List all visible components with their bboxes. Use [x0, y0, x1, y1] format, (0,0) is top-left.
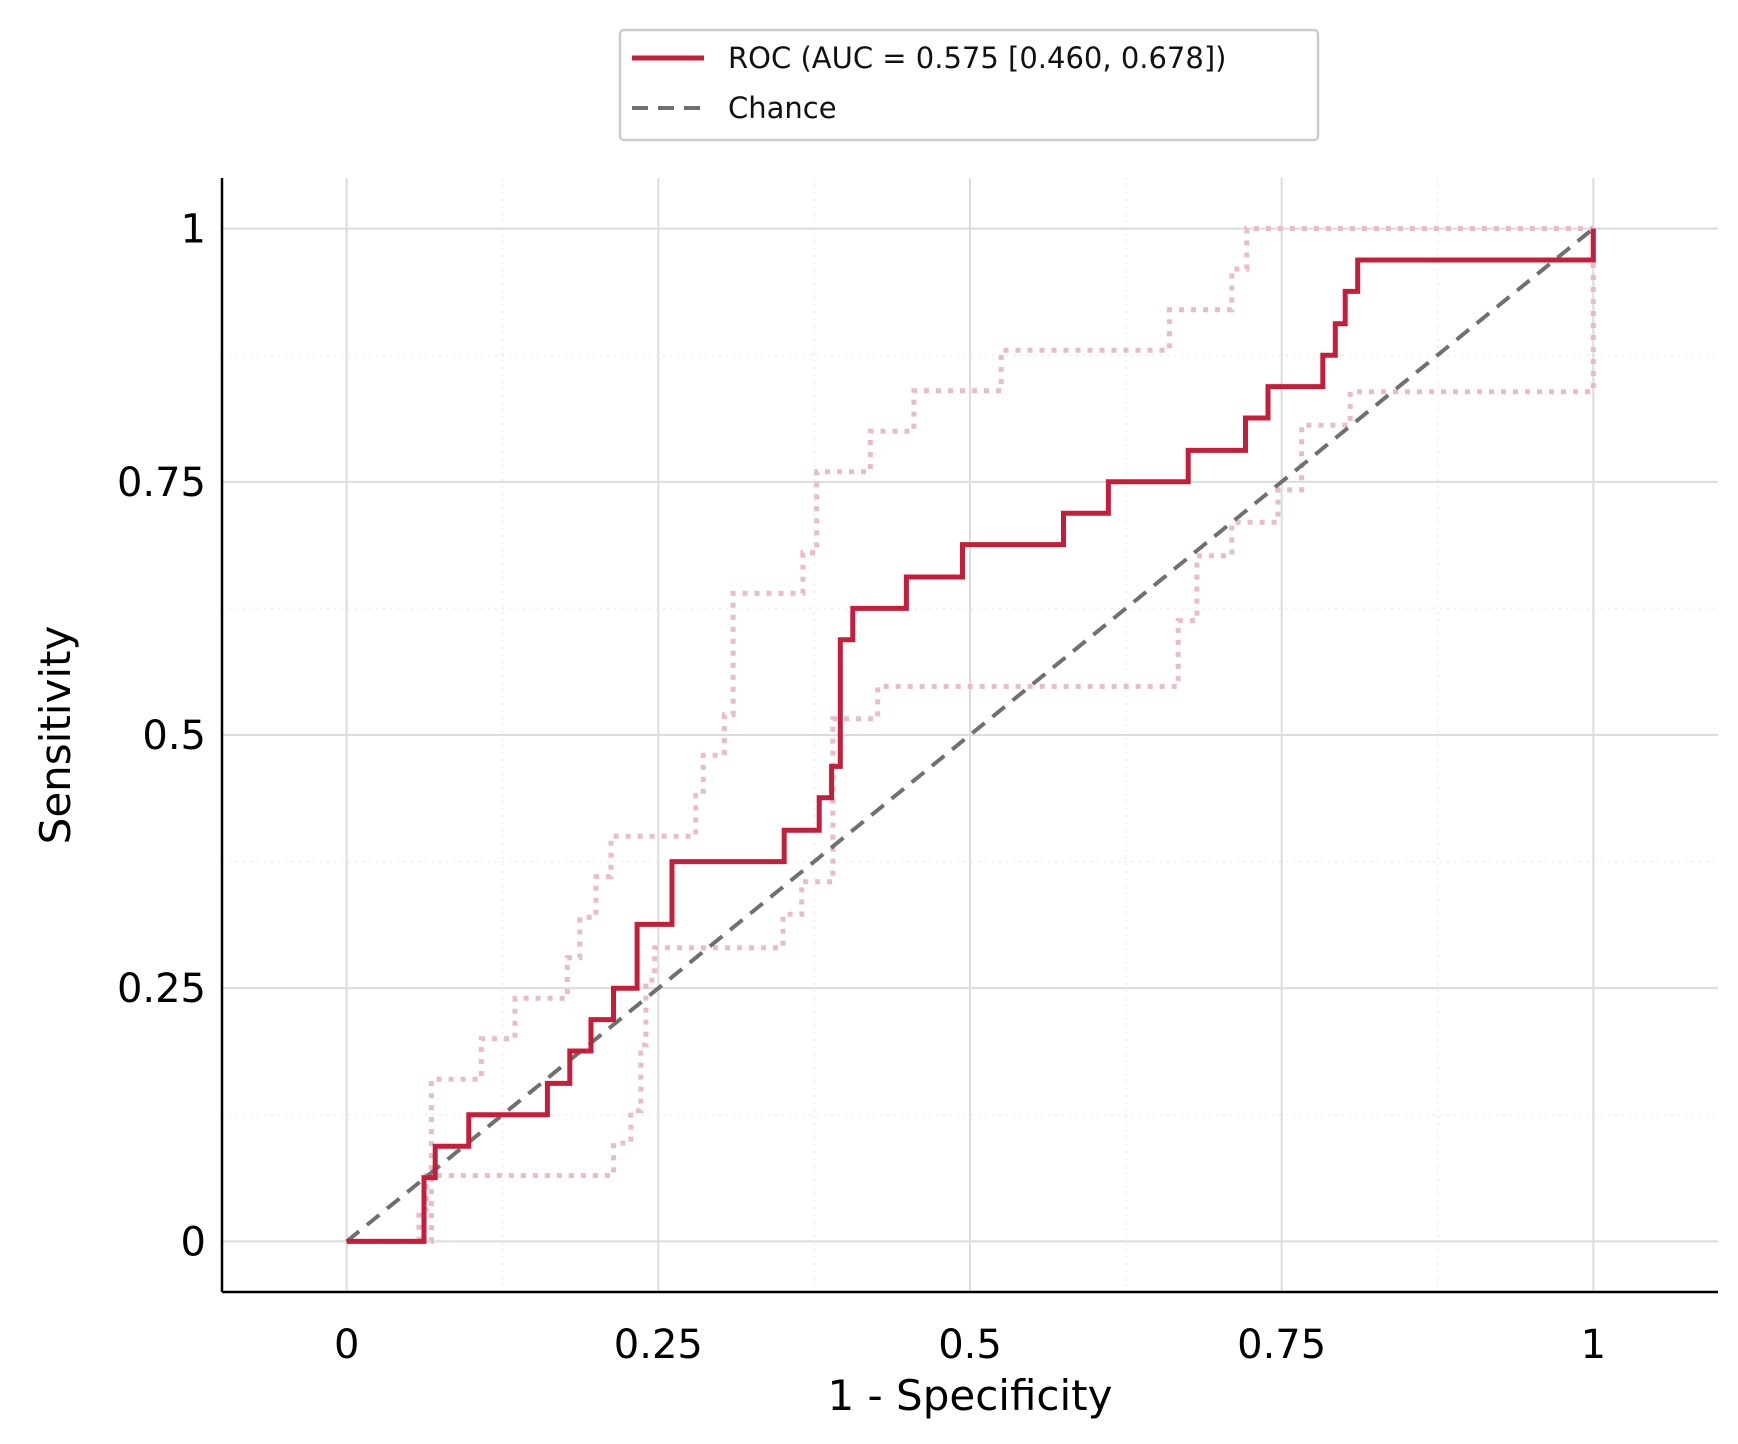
y-tick-label: 1: [181, 207, 206, 253]
x-tick-label: 0.25: [614, 1322, 703, 1368]
tick-labels: 0 0.25 0.5 0.75 1 0 0.25 0.5 0.75 1: [117, 207, 1606, 1368]
x-axis-label: 1 - Specificity: [827, 1371, 1112, 1420]
y-tick-label: 0.5: [142, 713, 206, 759]
legend-label-roc: ROC (AUC = 0.575 [0.460, 0.678]): [728, 41, 1226, 75]
grid: [222, 178, 1718, 1292]
y-tick-label: 0.75: [117, 460, 206, 506]
y-tick-label: 0: [181, 1219, 206, 1265]
y-tick-label: 0.25: [117, 966, 206, 1012]
x-tick-label: 0: [334, 1322, 359, 1368]
legend: ROC (AUC = 0.575 [0.460, 0.678]) Chance: [618, 28, 1320, 142]
x-tick-label: 0.5: [938, 1322, 1002, 1368]
legend-box: [618, 28, 1320, 142]
x-tick-label: 0.75: [1237, 1322, 1326, 1368]
axes: [220, 178, 1718, 1294]
series-layer: [345, 226, 1596, 1244]
series-line-0: [346, 228, 1596, 1244]
series-line-3: [345, 227, 1595, 1243]
legend-label-chance: Chance: [728, 91, 837, 125]
x-tick-label: 1: [1581, 1322, 1606, 1368]
y-axis-label: Sensitivity: [31, 626, 80, 845]
